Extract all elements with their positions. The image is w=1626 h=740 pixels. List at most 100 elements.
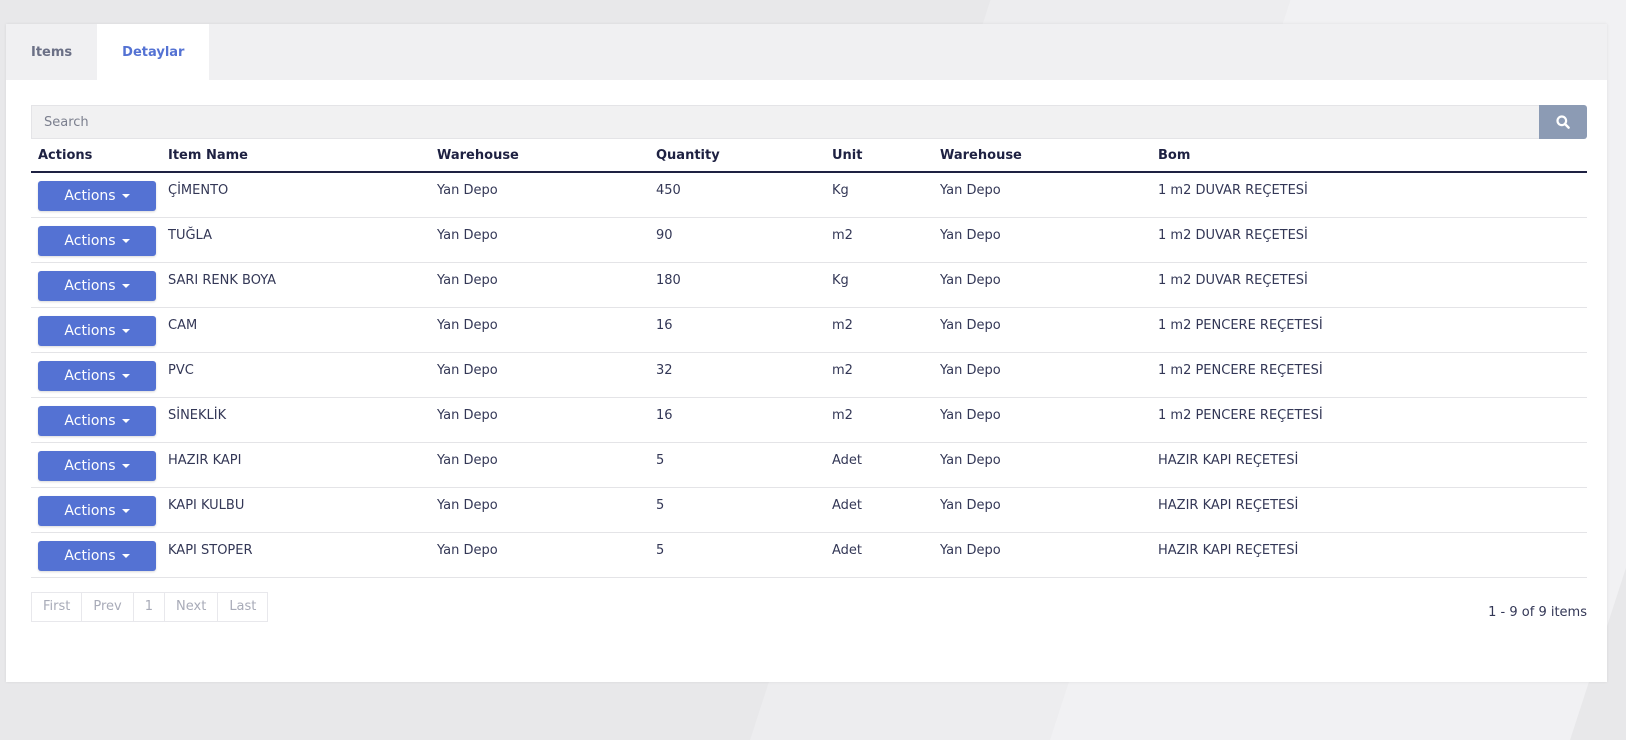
cell-item-name: KAPI KULBU (161, 487, 430, 533)
actions-button-label: Actions (64, 322, 116, 339)
actions-dropdown-button[interactable]: Actions (38, 181, 156, 211)
cell-warehouse: Yan Depo (430, 172, 649, 218)
actions-dropdown-button[interactable]: Actions (38, 540, 156, 571)
search-button[interactable] (1539, 105, 1587, 139)
cell-unit: m2 (825, 217, 933, 263)
caret-down-icon (121, 328, 130, 333)
pagination-next[interactable]: Next (164, 591, 219, 622)
cell-unit: Adet (825, 532, 933, 578)
cell-warehouse-2: Yan Depo (933, 397, 1151, 443)
cell-warehouse: Yan Depo (430, 442, 649, 488)
cell-warehouse-2: Yan Depo (933, 307, 1151, 353)
actions-dropdown-button[interactable]: Actions (38, 405, 156, 436)
cell-unit: m2 (825, 352, 933, 398)
column-header-unit: Unit (825, 139, 933, 173)
cell-warehouse-2: Yan Depo (933, 262, 1151, 308)
cell-bom: 1 m2 PENCERE REÇETESİ (1151, 397, 1587, 443)
table-row: Actions PVC Yan Depo 32 m2 Yan Depo 1 m2… (31, 352, 1587, 398)
caret-down-icon (121, 194, 130, 198)
table-row: Actions TUĞLA Yan Depo 90 m2 Yan Depo 1 … (31, 217, 1587, 263)
column-header-bom: Bom (1151, 139, 1587, 173)
cell-item-name: SARI RENK BOYA (161, 262, 430, 308)
column-header-item-name: Item Name (161, 139, 430, 173)
tab-detaylar[interactable]: Detaylar (97, 24, 210, 80)
cell-unit: Kg (825, 262, 933, 308)
cell-unit: m2 (825, 307, 933, 353)
cell-item-name: PVC (161, 352, 430, 398)
actions-dropdown-button[interactable]: Actions (38, 360, 156, 391)
cell-quantity: 180 (649, 262, 825, 308)
actions-dropdown-button[interactable]: Actions (38, 495, 156, 526)
table-footer: First Prev 1 Next Last 1 - 9 of 9 items (31, 578, 1587, 640)
cell-warehouse: Yan Depo (430, 217, 649, 263)
table-row: Actions SİNEKLİK Yan Depo 16 m2 Yan Depo… (31, 397, 1587, 443)
cell-quantity: 16 (649, 307, 825, 353)
cell-quantity: 32 (649, 352, 825, 398)
caret-down-icon (121, 283, 130, 288)
caret-down-icon (121, 508, 130, 513)
column-header-quantity: Quantity (649, 139, 825, 173)
caret-down-icon (121, 553, 130, 558)
cell-warehouse: Yan Depo (430, 487, 649, 533)
search-input[interactable] (31, 105, 1539, 139)
actions-button-label: Actions (64, 412, 116, 429)
actions-dropdown-button[interactable]: Actions (38, 450, 156, 481)
cell-unit: Adet (825, 442, 933, 488)
cell-quantity: 450 (649, 172, 825, 218)
table-row: Actions KAPI STOPER Yan Depo 5 Adet Yan … (31, 532, 1587, 578)
table-row: Actions CAM Yan Depo 16 m2 Yan Depo 1 m2… (31, 307, 1587, 353)
cell-quantity: 5 (649, 442, 825, 488)
cell-quantity: 16 (649, 397, 825, 443)
pagination-page-1[interactable]: 1 (132, 591, 166, 622)
cell-bom: 1 m2 DUVAR REÇETESİ (1151, 217, 1587, 263)
cell-warehouse-2: Yan Depo (933, 487, 1151, 533)
items-table: Actions Item Name Warehouse Quantity Uni… (31, 139, 1587, 578)
tab-items[interactable]: Items (31, 44, 73, 60)
column-header-warehouse: Warehouse (430, 139, 649, 173)
actions-dropdown-button[interactable]: Actions (38, 270, 156, 301)
pagination-last[interactable]: Last (217, 591, 269, 622)
actions-dropdown-button[interactable]: Actions (38, 225, 156, 256)
cell-bom: HAZIR KAPI REÇETESİ (1151, 532, 1587, 578)
cell-item-name: HAZIR KAPI (161, 442, 430, 488)
cell-quantity: 5 (649, 532, 825, 578)
cell-item-name: TUĞLA (161, 217, 430, 263)
cell-item-name: ÇİMENTO (161, 172, 430, 218)
table-row: Actions ÇİMENTO Yan Depo 450 Kg Yan Depo… (31, 172, 1587, 218)
column-header-actions: Actions (31, 139, 161, 173)
details-card: Items Detaylar Actions Item Name W (6, 24, 1607, 682)
column-header-warehouse-2: Warehouse (933, 139, 1151, 173)
actions-button-label: Actions (64, 232, 116, 249)
actions-button-label: Actions (64, 457, 116, 474)
cell-bom: 1 m2 DUVAR REÇETESİ (1151, 172, 1587, 218)
cell-item-name: CAM (161, 307, 430, 353)
caret-down-icon (121, 373, 130, 378)
cell-quantity: 90 (649, 217, 825, 263)
actions-button-label: Actions (64, 367, 116, 384)
actions-button-label: Actions (64, 547, 116, 564)
tab-content: Actions Item Name Warehouse Quantity Uni… (31, 105, 1587, 640)
cell-unit: Adet (825, 487, 933, 533)
cell-warehouse: Yan Depo (430, 307, 649, 353)
cell-quantity: 5 (649, 487, 825, 533)
actions-button-label: Actions (64, 188, 116, 204)
caret-down-icon (121, 418, 130, 423)
actions-button-label: Actions (64, 502, 116, 519)
cell-warehouse: Yan Depo (430, 532, 649, 578)
pagination-first[interactable]: First (31, 591, 83, 622)
actions-dropdown-button[interactable]: Actions (38, 315, 156, 346)
cell-warehouse-2: Yan Depo (933, 172, 1151, 218)
table-row: Actions SARI RENK BOYA Yan Depo 180 Kg Y… (31, 262, 1587, 308)
pagination-prev[interactable]: Prev (81, 591, 134, 622)
cell-warehouse: Yan Depo (430, 397, 649, 443)
cell-warehouse-2: Yan Depo (933, 532, 1151, 578)
cell-item-name: SİNEKLİK (161, 397, 430, 443)
search-bar (31, 105, 1587, 139)
caret-down-icon (121, 238, 130, 243)
table-row: Actions HAZIR KAPI Yan Depo 5 Adet Yan D… (31, 442, 1587, 488)
cell-unit: m2 (825, 397, 933, 443)
cell-warehouse-2: Yan Depo (933, 352, 1151, 398)
table-row: Actions KAPI KULBU Yan Depo 5 Adet Yan D… (31, 487, 1587, 533)
cell-bom: 1 m2 PENCERE REÇETESİ (1151, 352, 1587, 398)
tab-bar: Items Detaylar (6, 24, 1607, 80)
